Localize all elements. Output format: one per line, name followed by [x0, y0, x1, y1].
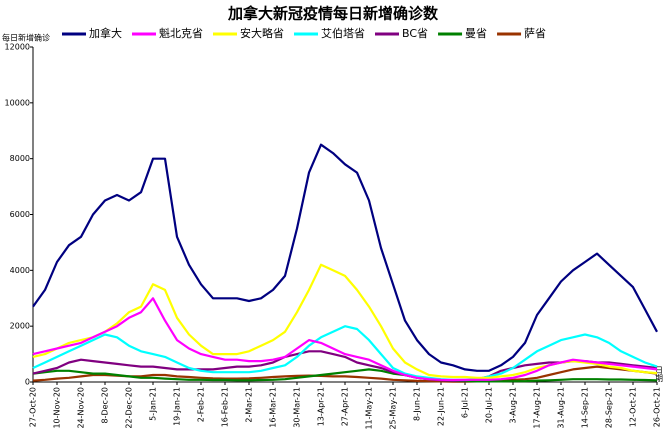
series-line: [32, 325, 658, 381]
x-tick-label: 27-Oct-20: [29, 387, 38, 427]
x-tick-label: 14-Sep-21: [581, 387, 590, 428]
x-tick-label: 12-Oct-21: [629, 387, 638, 427]
x-tick-label: 8-Dec-20: [101, 387, 110, 424]
x-tick-label: 27-Apr-21: [341, 387, 350, 426]
x-axis-label: 日期: [655, 366, 664, 383]
series-line: [32, 297, 658, 382]
y-tick-label: 0: [25, 378, 30, 387]
legend-label: 加拿大: [89, 26, 122, 40]
legend-label: BC省: [402, 27, 428, 40]
x-tick-label: 10-Nov-20: [53, 387, 62, 429]
y-tick-label: 6000: [10, 210, 30, 219]
x-tick-label: 20-Jul-21: [485, 387, 494, 423]
chart-title: 加拿大新冠疫情每日新增确诊数: [227, 5, 439, 23]
x-tick-label: 19-Jan-21: [173, 387, 182, 426]
x-tick-label: 16-Feb-21: [221, 387, 230, 427]
series-line: [32, 350, 658, 382]
legend-label: 曼省: [465, 27, 487, 40]
x-tick-label: 22-Dec-20: [125, 387, 134, 429]
y-tick-label: 10000: [5, 98, 30, 107]
x-tick-label: 17-Aug-21: [533, 387, 542, 429]
x-tick-label: 3-Aug-21: [509, 387, 518, 424]
x-tick-label: 8-Jun-21: [413, 387, 422, 421]
y-axis-label: 每日新增确诊: [2, 33, 50, 43]
x-tick-label: 30-Mar-21: [293, 387, 302, 428]
x-tick-label: 5-Jan-21: [149, 387, 158, 421]
y-tick-label: 4000: [10, 266, 30, 275]
x-tick-label: 25-May-21: [389, 387, 398, 430]
legend-label: 魁北克省: [159, 26, 203, 40]
x-tick-label: 6-Jul-21: [461, 387, 470, 418]
y-tick-label: 8000: [10, 154, 30, 163]
x-tick-label: 13-Apr-21: [317, 387, 326, 426]
legend-label: 安大略省: [240, 26, 284, 40]
legend-label: 艾伯塔省: [321, 26, 365, 40]
legend-label: 萨省: [524, 27, 546, 40]
x-tick-label: 28-Sep-21: [605, 387, 614, 428]
y-tick-label: 2000: [10, 322, 30, 331]
x-tick-label: 31-Aug-21: [557, 387, 566, 429]
series-line: [32, 368, 658, 383]
x-tick-label: 24-Nov-20: [77, 387, 86, 429]
x-tick-label: 16-Mar-21: [269, 387, 278, 428]
x-tick-label: 26-Oct-21: [653, 387, 662, 427]
y-tick-label: 12000: [5, 43, 30, 52]
x-tick-label: 2-Mar-21: [245, 387, 254, 423]
x-tick-label: 2-Feb-21: [197, 387, 206, 422]
x-tick-label: 22-Jun-21: [437, 387, 446, 426]
x-tick-label: 11-May-21: [365, 387, 374, 430]
series-line: [32, 143, 658, 372]
